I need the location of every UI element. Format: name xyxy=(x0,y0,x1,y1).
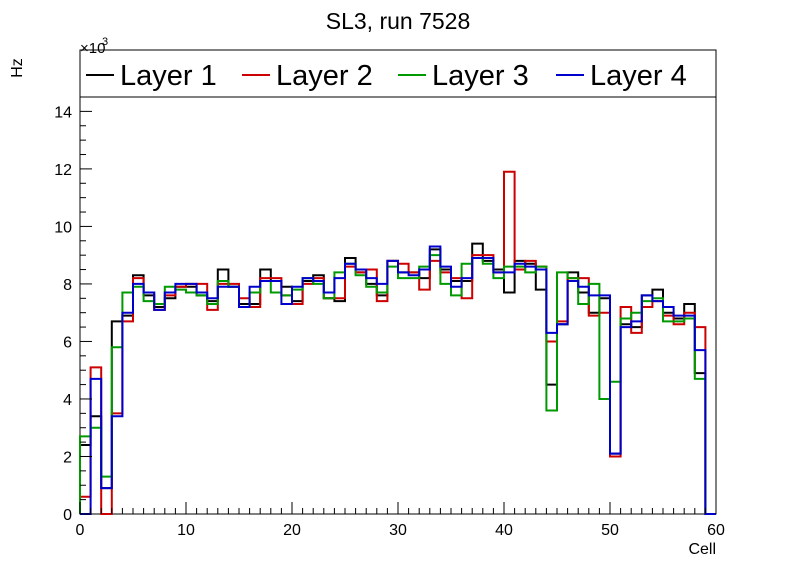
y-tick-label: 8 xyxy=(63,277,72,294)
y-tick-label: 14 xyxy=(54,104,72,121)
x-tick-label: 40 xyxy=(495,522,513,539)
series-layer xyxy=(79,170,716,515)
legend-entry-layer-2: Layer 2 xyxy=(242,60,373,92)
axes-layer: 0 10 20 30 40 50 60 0 2 4 6 8 10 12 14 xyxy=(54,96,725,539)
legend-label: Layer 3 xyxy=(432,60,529,92)
legend-entry-layer-1: Layer 1 xyxy=(86,60,217,92)
legend-label: Layer 1 xyxy=(120,60,217,92)
x-tick-label: 0 xyxy=(76,522,85,539)
x-tick-label: 30 xyxy=(389,522,407,539)
chart-title: SL3, run 7528 xyxy=(326,8,471,34)
y-tick-label: 12 xyxy=(54,162,72,179)
y-tick-label: 2 xyxy=(63,449,72,466)
y-multiplier: ×10 3 xyxy=(80,36,108,57)
series-line-layer-4 xyxy=(80,245,716,515)
legend-box xyxy=(79,49,717,98)
y-multiplier-base: ×10 xyxy=(80,40,105,57)
legend-label: Layer 2 xyxy=(276,60,373,92)
x-tick-label: 20 xyxy=(283,522,301,539)
legend-label: Layer 4 xyxy=(590,60,687,92)
x-tick-label: 10 xyxy=(177,522,195,539)
y-axis-label: Hz xyxy=(9,58,26,78)
y-tick-label: 0 xyxy=(63,507,72,524)
legend-entry-layer-4: Layer 4 xyxy=(556,60,687,92)
x-tick-label: 50 xyxy=(601,522,619,539)
y-tick-label: 6 xyxy=(63,334,72,351)
y-tick-label: 10 xyxy=(54,219,72,236)
y-multiplier-exponent: 3 xyxy=(102,36,108,48)
x-tick-label: 60 xyxy=(707,522,725,539)
x-axis-label: Cell xyxy=(688,541,716,558)
legend: Layer 1 Layer 2 Layer 3 Layer 4 xyxy=(79,49,717,98)
legend-entry-layer-3: Layer 3 xyxy=(398,60,529,92)
y-tick-label: 4 xyxy=(63,392,72,409)
